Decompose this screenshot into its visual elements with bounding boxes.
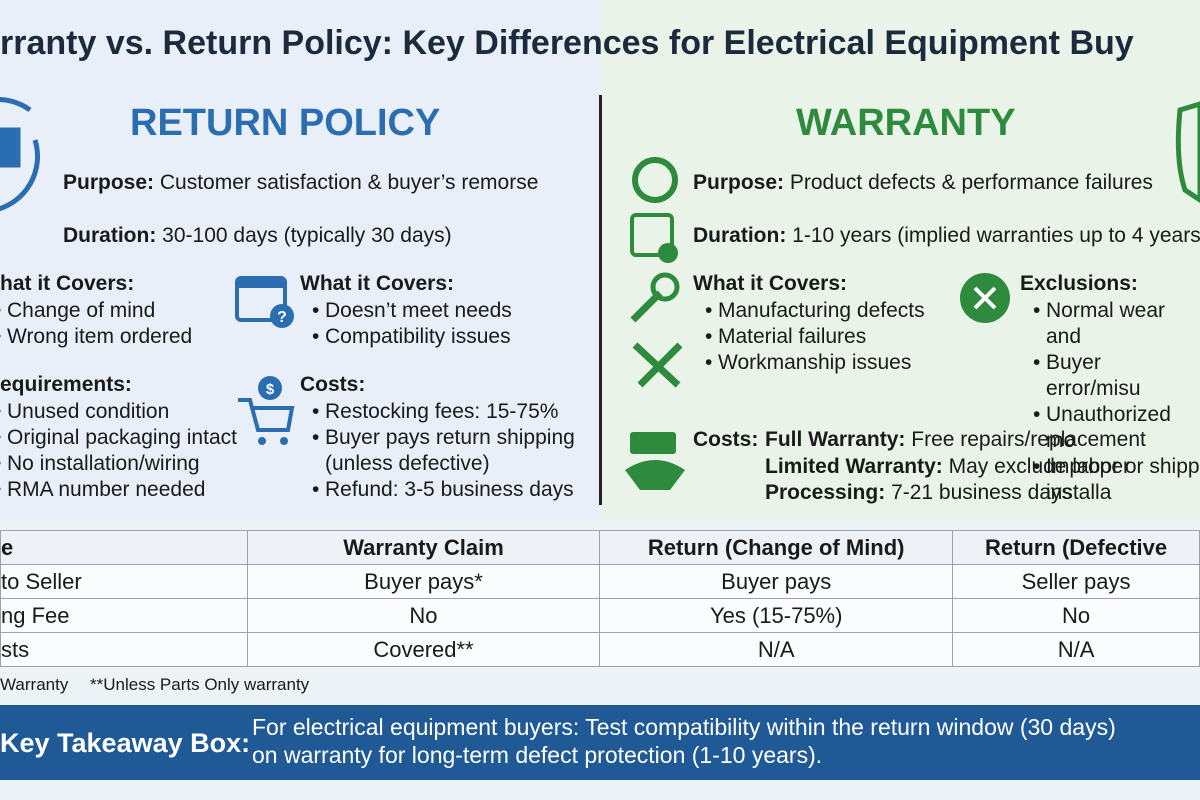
label: Duration: — [693, 224, 787, 247]
table-cell: Buyer pays — [599, 564, 954, 599]
list: Restocking fees: 15-75%Buyer pays return… — [312, 399, 575, 503]
list-label: Exclusions: — [1020, 272, 1138, 295]
list-item: RMA number needed — [0, 477, 237, 503]
list-item: No installation/wiring — [0, 451, 237, 477]
text: Free repairs/replacement — [911, 428, 1146, 451]
table-cell: sts — [0, 632, 248, 667]
table-row: sts Covered** N/A N/A — [0, 632, 1200, 667]
list-item: Improper installa — [1033, 454, 1200, 506]
table-cell: N/A — [952, 632, 1200, 667]
list-item: Unauthorized mo — [1033, 402, 1200, 454]
cost-row: Limited Warranty: May exclude labor or s… — [765, 454, 1200, 480]
table-row: to Seller Buyer pays* Buyer pays Seller pay… — [0, 564, 1200, 599]
text: Product defects & performance failures — [789, 171, 1153, 194]
list-item: Buyer error/misu — [1033, 350, 1200, 402]
text: Customer satisfaction & buyer’s remorse — [159, 171, 539, 194]
list: Manufacturing defectsMaterial failuresWo… — [705, 298, 925, 376]
table-cell: ng Fee — [0, 598, 248, 633]
takeaway-box: Key Takeaway Box: For electrical equipme… — [0, 705, 1200, 780]
title: rranty vs. Return Policy: Key Difference… — [0, 24, 1134, 62]
table-cell: No — [952, 598, 1200, 633]
list-item: Wrong item ordered — [0, 324, 192, 350]
divider — [599, 95, 602, 505]
list-item: Change of mind — [0, 298, 192, 324]
duration: Duration: 1-10 years (implied warranties… — [693, 223, 1200, 249]
table-header: e Warranty Claim Return (Change of Mind) Re… — [0, 530, 1200, 565]
text: May exclude labor or shippi — [948, 454, 1200, 478]
table-cell: Buyer pays* — [246, 564, 601, 599]
footnote: **Unless Parts Only warranty — [90, 675, 310, 694]
label: Purpose: — [63, 171, 155, 194]
text: 7-21 business days — [891, 481, 1073, 504]
takeaway-line: For electrical equipment buyers: Test co… — [252, 714, 1116, 740]
list-item: Manufacturing defects — [705, 298, 925, 324]
list-item: Doesn’t meet needs — [312, 298, 512, 324]
list-label: Costs: — [693, 428, 759, 451]
list-item: Refund: 3-5 business days — [312, 477, 575, 503]
svg-text:$: $ — [266, 381, 275, 398]
label: Limited Warranty: — [765, 454, 943, 478]
cost-row: Processing: 7-21 business days — [765, 480, 1072, 506]
list-item: Material failures — [705, 324, 925, 350]
return-icon — [0, 97, 40, 212]
list: Unused conditionOriginal packaging intac… — [0, 399, 237, 503]
list-label: equirements: — [0, 373, 132, 396]
warranty-icons — [625, 101, 1200, 490]
list-label: hat it Covers: — [0, 272, 135, 295]
cart-icon: $ — [238, 376, 295, 445]
calendar-icon: ? — [235, 276, 294, 328]
list-label: What it Covers: — [693, 272, 848, 295]
table-cell: No — [246, 598, 601, 633]
warranty-heading: WARRANTY — [796, 102, 1016, 144]
list-label: Costs: — [300, 373, 366, 396]
list-item: Compatibility issues — [312, 324, 512, 350]
list: Normal wear andBuyer error/misuUnauthori… — [1033, 298, 1200, 506]
table-row: ng Fee No Yes (15-75%) No — [0, 598, 1200, 633]
return-heading: RETURN POLICY — [130, 102, 441, 144]
purpose: Purpose: Customer satisfaction & buyer’s… — [63, 170, 538, 196]
label: Duration: — [63, 224, 157, 247]
table-body: to Seller Buyer pays* Buyer pays Seller pay… — [0, 564, 1200, 667]
takeaway-line: on warranty for long-term defect protect… — [252, 742, 823, 768]
svg-text:?: ? — [277, 309, 287, 326]
table-cell: Seller pays — [952, 564, 1200, 599]
label: Purpose: — [693, 171, 785, 194]
text: 30-100 days (typically 30 days) — [162, 224, 452, 247]
header-cell: Return (Change of Mind) — [599, 530, 954, 565]
comparison-table: e Warranty Claim Return (Change of Mind) Re… — [0, 530, 1200, 667]
duration: Duration: 30-100 days (typically 30 days… — [63, 223, 452, 249]
header-cell: e — [0, 530, 248, 565]
icons: ? $ — [0, 97, 1200, 490]
cost-row: Full Warranty: Free repairs/replacement — [765, 427, 1146, 453]
list-item: Unused condition — [0, 399, 237, 425]
table-cell: to Seller — [0, 564, 248, 599]
list-item: Original packaging intact — [0, 425, 237, 451]
header-cell: Return (Defective — [952, 530, 1200, 565]
list-label: What it Covers: — [300, 272, 455, 295]
list-item: Buyer pays return shipping (unless defec… — [312, 425, 575, 477]
header-cell: Warranty Claim — [246, 530, 601, 565]
table-cell: Yes (15-75%) — [599, 598, 954, 633]
list-item: Workmanship issues — [705, 350, 925, 376]
list: Doesn’t meet needsCompatibility issues — [312, 298, 512, 350]
list-item: Restocking fees: 15-75% — [312, 399, 575, 425]
list-item: Normal wear and — [1033, 298, 1200, 350]
table-cell: N/A — [599, 632, 954, 667]
table-cell: Covered** — [246, 632, 601, 667]
text: 1-10 years (implied warranties up to 4 y… — [792, 224, 1200, 247]
label: Full Warranty: — [765, 428, 906, 451]
takeaway-label: Key Takeaway Box: — [0, 728, 251, 758]
label: Processing: — [765, 481, 886, 504]
footnote: Warranty — [0, 675, 69, 694]
list: Change of mindWrong item ordered — [0, 298, 192, 350]
purpose: Purpose: Product defects & performance f… — [693, 170, 1153, 196]
